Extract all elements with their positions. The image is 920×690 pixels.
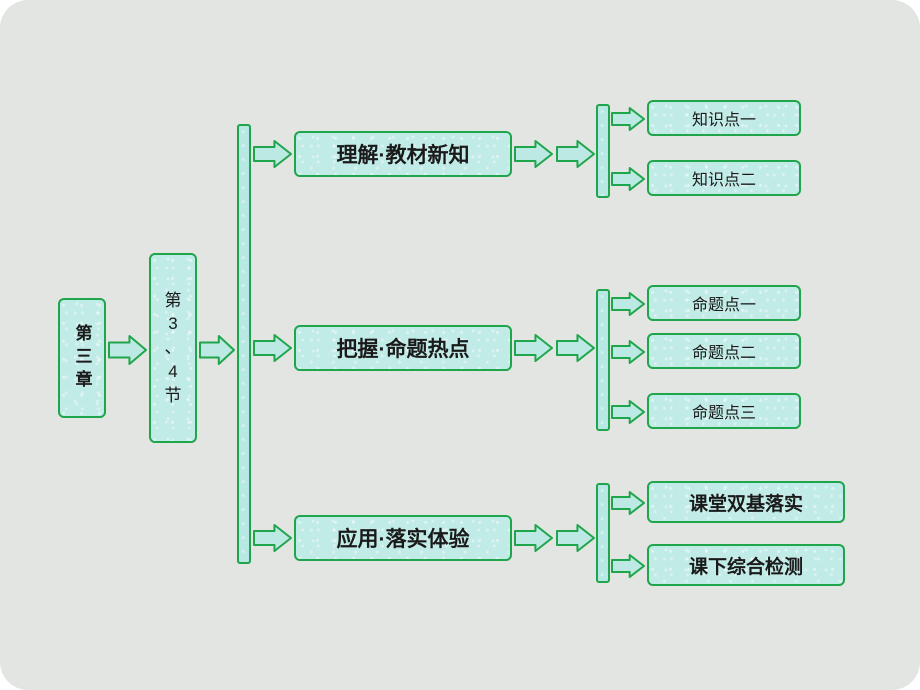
- node-c12: 知识点二: [647, 160, 801, 196]
- arrow-icon: [611, 167, 645, 191]
- node-c32: 课下综合检测: [647, 544, 845, 586]
- node-sub: 第 3 、 4 节: [149, 253, 197, 443]
- node-b2: 把握·命题热点: [294, 325, 512, 371]
- node-c11-label: 知识点一: [692, 106, 756, 130]
- node-c12-label: 知识点二: [692, 166, 756, 190]
- arrow-icon: [611, 340, 645, 364]
- arrow-icon: [611, 491, 645, 515]
- node-c22: 命题点二: [647, 333, 801, 369]
- connector-bar-b1: [596, 104, 610, 198]
- arrow-icon: [611, 107, 645, 131]
- node-c22-label: 命题点二: [692, 339, 756, 363]
- node-sub-label: 第 3 、 4 节: [165, 289, 182, 408]
- node-c23-label: 命题点三: [692, 399, 756, 423]
- arrow-icon: [611, 292, 645, 316]
- arrow-icon: [514, 140, 553, 168]
- node-b3: 应用·落实体验: [294, 515, 512, 561]
- diagram-canvas: 第三章 第 3 、 4 节 理解·教材新知 把握·命题热点 应用·落实体验 知识…: [0, 0, 920, 690]
- node-c23: 命题点三: [647, 393, 801, 429]
- arrow-icon: [611, 554, 645, 578]
- arrow-icon: [556, 140, 595, 168]
- node-c21: 命题点一: [647, 285, 801, 321]
- node-b1-label: 理解·教材新知: [337, 139, 470, 169]
- arrow-icon: [253, 140, 292, 168]
- node-root: 第三章: [58, 298, 106, 418]
- node-b2-label: 把握·命题热点: [337, 333, 470, 363]
- connector-bar-b3: [596, 483, 610, 583]
- node-c32-label: 课下综合检测: [689, 552, 803, 579]
- node-b1: 理解·教材新知: [294, 131, 512, 177]
- connector-bar-main: [237, 124, 251, 564]
- arrow-icon: [199, 335, 235, 365]
- connector-bar-b2: [596, 289, 610, 431]
- arrow-icon: [556, 334, 595, 362]
- node-c31-label: 课堂双基落实: [689, 489, 803, 516]
- node-c11: 知识点一: [647, 100, 801, 136]
- node-c21-label: 命题点一: [692, 291, 756, 315]
- arrow-icon: [108, 335, 147, 365]
- node-root-label: 第三章: [70, 324, 95, 393]
- arrow-icon: [514, 524, 553, 552]
- node-c31: 课堂双基落实: [647, 481, 845, 523]
- arrow-icon: [611, 400, 645, 424]
- arrow-icon: [253, 334, 292, 362]
- arrow-icon: [253, 524, 292, 552]
- arrow-icon: [556, 524, 595, 552]
- node-b3-label: 应用·落实体验: [337, 523, 470, 553]
- arrow-icon: [514, 334, 553, 362]
